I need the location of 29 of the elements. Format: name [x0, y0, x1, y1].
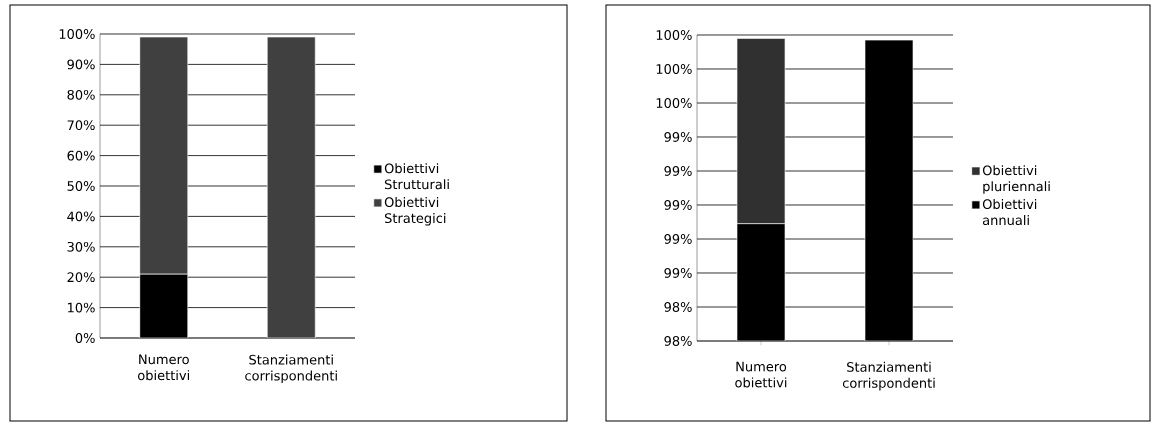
y-tick-label: 0% [75, 333, 95, 343]
y-tick-label: 20% [67, 272, 95, 283]
y-tick-label: 99% [664, 234, 692, 244]
y-tick-label: 98% [664, 302, 692, 312]
legend-label: Obiettivi pluriennali [982, 165, 1050, 194]
y-tick-label: 100% [656, 98, 692, 108]
x-tick-label: Stanziamenti corrispondenti [842, 361, 935, 391]
y-tick-label: 50% [67, 181, 95, 191]
y-tick-label: 100% [656, 64, 692, 74]
y-tick-label: 99% [664, 132, 692, 142]
y-tick-label: 100% [656, 30, 692, 40]
y-tick-label: 98% [664, 336, 692, 346]
y-tick-label: 60% [67, 150, 95, 161]
y-tick-label: 99% [664, 200, 692, 210]
y-tick-label: 99% [664, 166, 692, 176]
y-tick-label: 40% [67, 211, 95, 222]
y-tick-label: 90% [67, 59, 95, 70]
legend-label: Obiettivi annuali [982, 199, 1037, 226]
x-tick-label: Stanziamenti corrispondenti [245, 354, 337, 384]
legend-label: Obiettivi Strutturali [384, 163, 449, 190]
y-tick-label: 100% [59, 29, 95, 39]
y-tick-label: 70% [67, 120, 95, 131]
legend-label: Obiettivi Strategici [384, 197, 446, 226]
y-tick-label: 99% [664, 268, 692, 278]
y-tick-label: 10% [68, 302, 95, 313]
y-tick-label: 30% [67, 241, 95, 252]
x-tick-label: Numero obiettivi [138, 354, 190, 381]
y-tick-label: 80% [67, 89, 95, 100]
x-tick-label: Numero obiettivi [735, 361, 787, 388]
